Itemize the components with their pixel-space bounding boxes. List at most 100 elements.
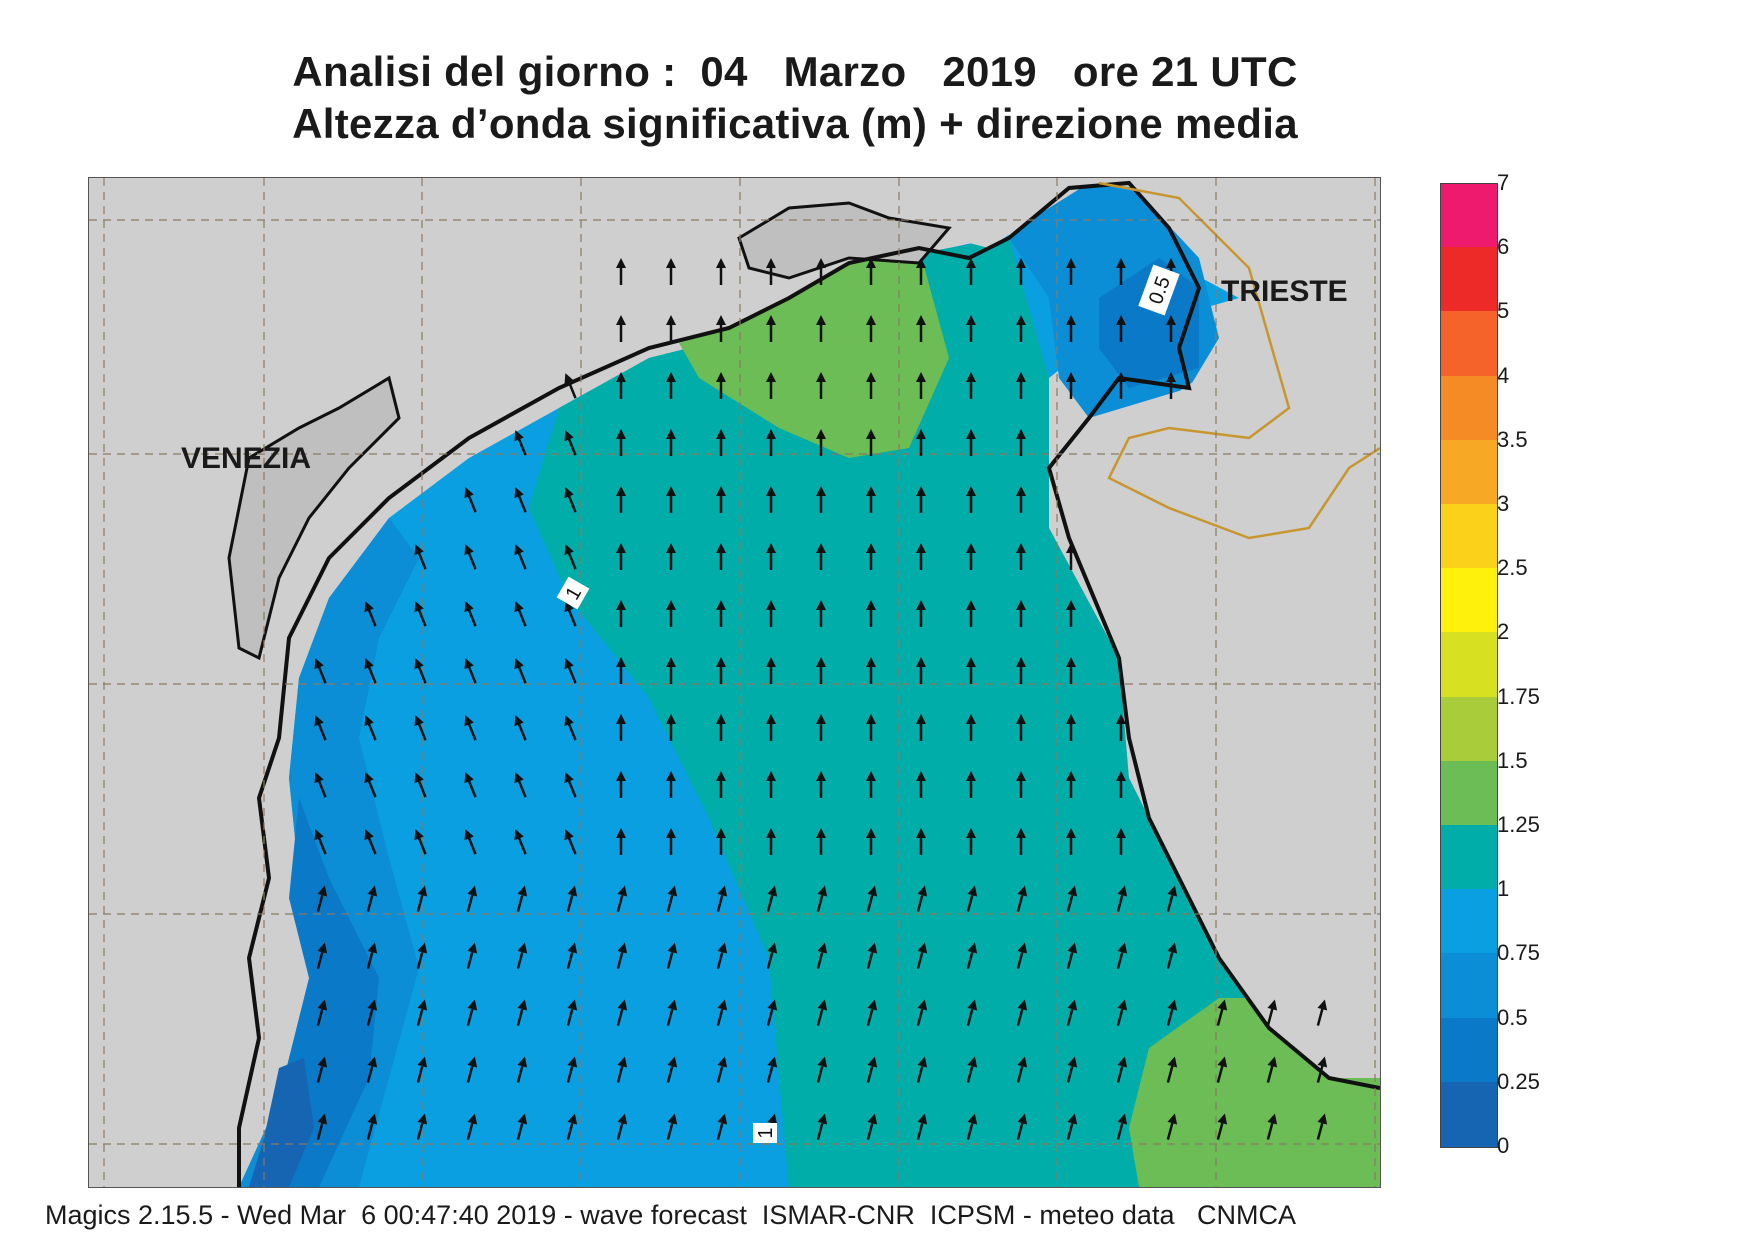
wave-arrow [766, 1056, 778, 1083]
wave-arrow [716, 1113, 728, 1140]
wave-arrow [564, 715, 577, 741]
wave-arrow [866, 885, 878, 912]
wave-arrow [364, 658, 377, 684]
wave-arrow [716, 600, 726, 627]
wave-arrow [1166, 885, 1178, 912]
wave-arrow [966, 1056, 978, 1083]
wave-arrow [866, 714, 876, 741]
wave-arrow [866, 942, 878, 969]
wave-arrow [716, 429, 726, 456]
wave-arrow [966, 714, 976, 741]
wave-arrow [1266, 999, 1278, 1026]
wave-arrow [616, 600, 626, 627]
wave-arrow [1016, 771, 1026, 798]
colorbar-tick-label: 1.25 [1497, 812, 1540, 837]
colorbar-tick-label: 4 [1497, 362, 1510, 388]
wave-arrow [816, 315, 826, 342]
wave-direction-arrows [314, 258, 1328, 1140]
wave-arrow [464, 715, 477, 741]
colorbar-tick-label: 1.5 [1497, 747, 1528, 773]
wave-arrow [816, 657, 826, 684]
wave-arrow [514, 715, 527, 741]
wave-arrow [866, 486, 876, 513]
wave-arrow [416, 999, 428, 1026]
wave-arrow [916, 942, 928, 969]
wave-arrow [966, 543, 976, 570]
wave-arrow [916, 315, 926, 342]
wave-arrow [616, 885, 628, 912]
wave-arrow [466, 1113, 478, 1140]
wave-arrow [1016, 657, 1026, 684]
wave-arrow [666, 258, 676, 285]
wave-arrow [816, 429, 826, 456]
wave-arrow [866, 429, 876, 456]
wave-arrow [564, 658, 577, 684]
wave-arrow [414, 772, 427, 798]
land-istria [1049, 378, 1380, 1078]
wave-arrow [1016, 315, 1026, 342]
wave-arrow [716, 315, 726, 342]
wave-arrow [566, 1113, 578, 1140]
wave-arrow [766, 714, 776, 741]
wave-arrow [464, 829, 477, 855]
colorbar-tick-label: 3.5 [1497, 426, 1528, 452]
wave-arrow [1116, 1056, 1128, 1083]
wave-arrow [916, 657, 926, 684]
wave-arrow [564, 430, 577, 456]
wave-arrow [1116, 372, 1126, 399]
wave-arrow [566, 942, 578, 969]
wave-arrow [566, 999, 578, 1026]
wave-arrow [414, 658, 427, 684]
colorbar-segment [1440, 439, 1498, 505]
wave-arrow [1066, 714, 1076, 741]
wave-arrow [916, 828, 926, 855]
colorbar-tick-label: 3 [1497, 491, 1510, 516]
wave-arrow [916, 1113, 928, 1140]
wave-arrow [366, 999, 378, 1026]
wave-arrow [666, 315, 676, 342]
wave-arrow [816, 885, 828, 912]
wave-arrow [464, 772, 477, 798]
wave-arrow [1116, 999, 1128, 1026]
wave-arrow [1066, 657, 1076, 684]
wave-arrow [414, 544, 427, 570]
colorbar-tick-label: 0 [1497, 1133, 1510, 1158]
wave-arrow [616, 657, 626, 684]
wave-arrow [966, 315, 976, 342]
wave-arrow [966, 372, 976, 399]
wave-arrow [516, 999, 528, 1026]
wave-arrow [866, 372, 876, 399]
colorbar-tick-label: 6 [1497, 234, 1510, 260]
wave-arrow [966, 999, 978, 1026]
wave-arrow [316, 885, 328, 912]
wave-arrow [514, 829, 527, 855]
colorbar-tick-label: 7 [1497, 170, 1510, 195]
wave-arrow [966, 258, 976, 285]
colorbar [1440, 183, 1498, 1148]
wave-arrow [866, 828, 876, 855]
wave-arrow [1016, 999, 1028, 1026]
coastline-west [237, 180, 1380, 1187]
wave-arrow [1316, 999, 1328, 1026]
wave-arrow [1016, 1056, 1028, 1083]
wave-arrow [1016, 828, 1026, 855]
wave-arrow [616, 1056, 628, 1083]
wave-arrow [564, 544, 577, 570]
wave-arrow [1216, 999, 1228, 1026]
wave-arrow [1266, 1056, 1278, 1083]
wave-arrow [966, 657, 976, 684]
wave-arrow [1016, 543, 1026, 570]
wave-arrow [516, 1113, 528, 1140]
wave-arrow [314, 829, 327, 855]
wave-arrow [616, 942, 628, 969]
wave-arrow [514, 772, 527, 798]
wave-arrow [1066, 1113, 1078, 1140]
wave-arrow [314, 772, 327, 798]
wave-arrow [666, 486, 676, 513]
wave-arrow [466, 1056, 478, 1083]
city-label-venezia: VENEZIA [181, 442, 311, 475]
map-svg: 0.5 1 1 VENEZIA TRIESTE [89, 178, 1380, 1187]
wave-arrow [316, 1113, 328, 1140]
wave-arrow [616, 543, 626, 570]
wave-arrow [466, 999, 478, 1026]
